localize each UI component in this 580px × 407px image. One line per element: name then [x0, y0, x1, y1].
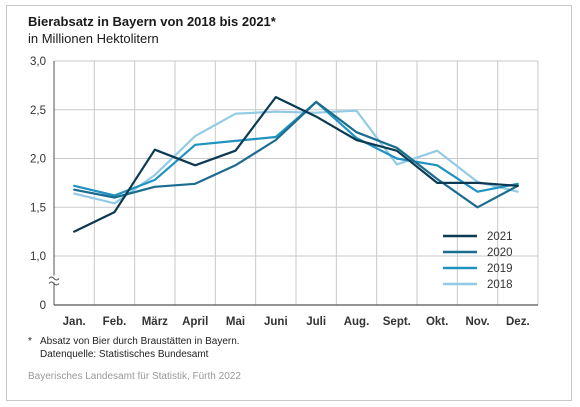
x-tick-label: Dez.: [506, 316, 530, 328]
y-tick-label: 3,0: [30, 56, 46, 68]
y-tick-label: 2,5: [30, 105, 46, 117]
series-line-2018: [73, 109, 519, 205]
legend-label-2020: 2020: [487, 247, 513, 259]
x-tick-label: Okt.: [426, 316, 448, 328]
footnote: * Absatz von Bier durch Braustätten in Ba…: [28, 335, 240, 361]
chart-subtitle: in Millionen Hektolitern: [28, 31, 159, 46]
publisher-credit: Bayerisches Landesamt für Statistik, Für…: [28, 371, 241, 382]
x-tick-label: Jan.: [63, 316, 86, 328]
series-lines: [73, 95, 519, 233]
x-tick-label: Juni: [264, 316, 288, 328]
x-tick-label: Nov.: [465, 316, 489, 328]
footnote-source: Datenquelle: Statistisches Bundesamt: [40, 349, 209, 360]
y-tick-label: 1,5: [30, 202, 46, 214]
x-tick-label: Aug.: [344, 316, 370, 328]
x-tick-label: Sept.: [383, 316, 411, 328]
tick-labels: 0 1,0 1,5 2,0 2,5 3,0 Jan. Feb. März April Mai Juni…: [30, 56, 530, 328]
axis-break-mark: [48, 276, 60, 281]
series-line-2021: [73, 95, 519, 233]
chart-title: Bierabsatz in Bayern von 2018 bis 2021*: [28, 14, 276, 29]
x-tick-label: Feb.: [103, 316, 127, 328]
chart-frame: [6, 5, 572, 401]
legend-label-2021: 2021: [487, 231, 513, 243]
y-tick-label: 1,0: [30, 251, 46, 263]
y-tick-label: 0: [40, 300, 46, 312]
axis-break-mark: [48, 281, 60, 286]
legend-label-2018: 2018: [487, 279, 513, 291]
x-tick-label: April: [182, 316, 208, 328]
x-tick-label: Juli: [306, 316, 326, 328]
footnote-marker: *: [28, 336, 32, 347]
y-tick-label: 2,0: [30, 154, 46, 166]
x-tick-label: März: [142, 316, 168, 328]
axes: [48, 61, 538, 306]
legend: 2021 2020 2019 2018: [443, 231, 513, 291]
footnote-text: Absatz von Bier durch Braustätten in Bay…: [40, 336, 240, 347]
legend-label-2019: 2019: [487, 263, 513, 275]
x-tick-label: Mai: [226, 316, 245, 328]
